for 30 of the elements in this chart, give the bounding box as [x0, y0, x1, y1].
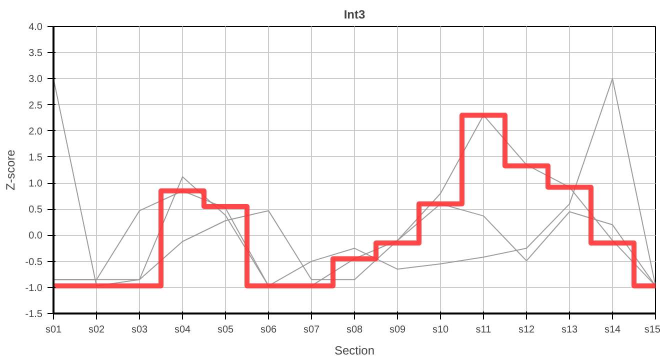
x-tick-label: s08	[346, 324, 363, 336]
y-tick-label: 2.0	[28, 126, 43, 138]
y-tick-label: 1.5	[28, 152, 43, 164]
y-tick-label: -1.5	[25, 309, 43, 320]
x-tick-label: s07	[303, 324, 320, 336]
y-tick-label: 4.0	[28, 22, 43, 33]
x-tick-label: s01	[45, 324, 62, 336]
x-tick-label: s13	[561, 324, 578, 336]
y-axis-title: Z-score	[3, 149, 18, 190]
x-axis-title: Section	[334, 344, 375, 358]
x-tick-label: s15	[644, 324, 660, 336]
x-tick-label: s03	[131, 324, 148, 336]
chart-title: Int3	[344, 8, 366, 22]
y-tick-label: -1.0	[25, 282, 43, 294]
x-tick-label: s04	[174, 324, 191, 336]
x-tick-label: s14	[604, 324, 621, 336]
x-tick-label: s09	[389, 324, 406, 336]
y-tick-label: 1.0	[28, 178, 43, 190]
y-tick-label: 3.0	[28, 74, 43, 86]
x-tick-label: s02	[88, 324, 105, 336]
y-tick-label: -0.5	[25, 256, 43, 268]
x-tick-label: s12	[518, 324, 535, 336]
y-tick-label: 0.0	[28, 230, 43, 242]
x-tick-label: s06	[260, 324, 277, 336]
x-tick-label: s11	[476, 324, 492, 336]
y-tick-label: 2.5	[28, 100, 43, 112]
x-tick-label: s10	[432, 324, 449, 336]
y-tick-label: 3.5	[28, 48, 43, 60]
x-tick-label: s05	[217, 324, 234, 336]
y-tick-label: 0.5	[28, 204, 43, 216]
